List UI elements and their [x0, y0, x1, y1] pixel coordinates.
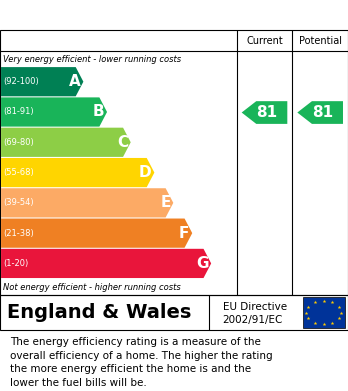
Polygon shape	[1, 249, 211, 278]
Text: England & Wales: England & Wales	[7, 303, 191, 322]
Text: Energy Efficiency Rating: Energy Efficiency Rating	[9, 7, 219, 23]
Polygon shape	[242, 101, 287, 124]
Text: (55-68): (55-68)	[3, 168, 33, 177]
Polygon shape	[1, 97, 107, 127]
Text: Not energy efficient - higher running costs: Not energy efficient - higher running co…	[3, 283, 181, 292]
Polygon shape	[1, 219, 192, 248]
Text: (1-20): (1-20)	[3, 259, 28, 268]
Text: (21-38): (21-38)	[3, 229, 33, 238]
Text: Current: Current	[246, 36, 283, 46]
Text: G: G	[196, 256, 208, 271]
Polygon shape	[297, 101, 343, 124]
Polygon shape	[1, 67, 84, 96]
Text: EU Directive: EU Directive	[223, 302, 287, 312]
Text: F: F	[179, 226, 189, 240]
Text: (92-100): (92-100)	[3, 77, 39, 86]
Text: (81-91): (81-91)	[3, 108, 33, 117]
Bar	[303, 297, 345, 328]
Text: 81: 81	[256, 105, 277, 120]
Text: (39-54): (39-54)	[3, 198, 33, 207]
Text: 81: 81	[312, 105, 333, 120]
Text: E: E	[160, 196, 171, 210]
Text: Very energy efficient - lower running costs: Very energy efficient - lower running co…	[3, 55, 182, 64]
Text: Potential: Potential	[299, 36, 342, 46]
Text: lower the fuel bills will be.: lower the fuel bills will be.	[10, 378, 147, 387]
Text: C: C	[117, 135, 128, 150]
Text: overall efficiency of a home. The higher the rating: overall efficiency of a home. The higher…	[10, 351, 273, 361]
Polygon shape	[1, 128, 131, 157]
Text: the more energy efficient the home is and the: the more energy efficient the home is an…	[10, 364, 252, 374]
Text: The energy efficiency rating is a measure of the: The energy efficiency rating is a measur…	[10, 337, 261, 347]
Text: (69-80): (69-80)	[3, 138, 33, 147]
Text: D: D	[139, 165, 152, 180]
Text: 2002/91/EC: 2002/91/EC	[223, 315, 283, 325]
Text: B: B	[93, 104, 104, 120]
Polygon shape	[1, 158, 155, 187]
Text: A: A	[69, 74, 81, 89]
Polygon shape	[1, 188, 173, 217]
